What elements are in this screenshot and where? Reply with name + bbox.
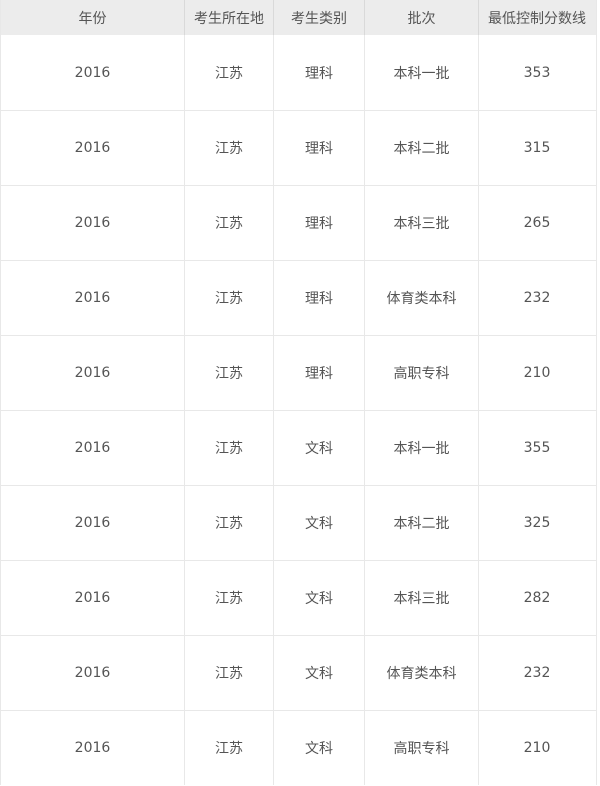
column-header-batch: 批次 (364, 0, 478, 35)
table-header-row: 年份 考生所在地 考生类别 批次 最低控制分数线 (1, 0, 596, 35)
column-header-min-score: 最低控制分数线 (478, 0, 595, 35)
cell-batch: 本科三批 (364, 561, 478, 635)
cell-year: 2016 (74, 665, 111, 681)
cell-year: 2016 (74, 140, 111, 156)
cell-min-score: 282 (478, 561, 595, 635)
cell-min-score: 265 (478, 186, 595, 260)
cell-batch: 高职专科 (364, 336, 478, 410)
cell-category: 理科 (273, 35, 364, 110)
cell-location: 江苏 (184, 561, 273, 635)
cell-batch: 体育类本科 (364, 261, 478, 335)
cell-min-score: 353 (478, 35, 595, 110)
cell-category: 理科 (273, 336, 364, 410)
cell-location: 江苏 (184, 411, 273, 485)
table-row: 2016 江苏 文科 本科三批 282 (1, 560, 596, 635)
table-row: 2016 江苏 文科 本科一批 355 (1, 410, 596, 485)
table-row: 2016 江苏 文科 高职专科 210 (1, 710, 596, 785)
table-row: 2016 江苏 理科 本科二批 315 (1, 110, 596, 185)
cell-batch: 本科二批 (364, 111, 478, 185)
cell-location: 江苏 (184, 186, 273, 260)
cell-batch: 本科三批 (364, 186, 478, 260)
cell-location: 江苏 (184, 336, 273, 410)
table-body: 2016 江苏 理科 本科一批 353 2016 江苏 理科 本科二批 315 2016 江苏 理科 本科… (1, 35, 596, 785)
cell-min-score: 232 (478, 636, 595, 710)
cell-year: 2016 (74, 290, 111, 306)
cell-year: 2016 (74, 590, 111, 606)
cell-min-score: 315 (478, 111, 595, 185)
cell-location: 江苏 (184, 486, 273, 560)
column-header-category: 考生类别 (273, 0, 364, 35)
cell-category: 文科 (273, 486, 364, 560)
cell-location: 江苏 (184, 35, 273, 110)
cell-category: 理科 (273, 261, 364, 335)
table-row: 2016 江苏 文科 体育类本科 232 (1, 635, 596, 710)
cell-min-score: 210 (478, 711, 595, 785)
cell-batch: 体育类本科 (364, 636, 478, 710)
cell-year: 2016 (74, 215, 111, 231)
cell-location: 江苏 (184, 636, 273, 710)
cell-location: 江苏 (184, 711, 273, 785)
column-header-year: 年份 (78, 10, 107, 27)
cell-location: 江苏 (184, 261, 273, 335)
cell-min-score: 325 (478, 486, 595, 560)
table-row: 2016 江苏 理科 本科三批 265 (1, 185, 596, 260)
cell-min-score: 232 (478, 261, 595, 335)
cell-batch: 本科二批 (364, 486, 478, 560)
cell-category: 理科 (273, 111, 364, 185)
cell-year: 2016 (74, 440, 111, 456)
cell-category: 文科 (273, 711, 364, 785)
cell-year: 2016 (74, 64, 111, 81)
cell-batch: 本科一批 (364, 35, 478, 110)
cell-batch: 高职专科 (364, 711, 478, 785)
column-header-location: 考生所在地 (184, 0, 273, 35)
cell-year: 2016 (74, 740, 111, 756)
table-row: 2016 江苏 理科 体育类本科 232 (1, 260, 596, 335)
cell-location: 江苏 (184, 111, 273, 185)
cell-min-score: 210 (478, 336, 595, 410)
cell-year: 2016 (74, 365, 111, 381)
cell-year: 2016 (74, 515, 111, 531)
cell-category: 文科 (273, 411, 364, 485)
cell-category: 文科 (273, 636, 364, 710)
cell-min-score: 355 (478, 411, 595, 485)
cell-category: 文科 (273, 561, 364, 635)
table-row: 2016 江苏 理科 高职专科 210 (1, 335, 596, 410)
cell-batch: 本科一批 (364, 411, 478, 485)
table-row: 2016 江苏 理科 本科一批 353 (1, 35, 596, 110)
table-row: 2016 江苏 文科 本科二批 325 (1, 485, 596, 560)
cell-category: 理科 (273, 186, 364, 260)
